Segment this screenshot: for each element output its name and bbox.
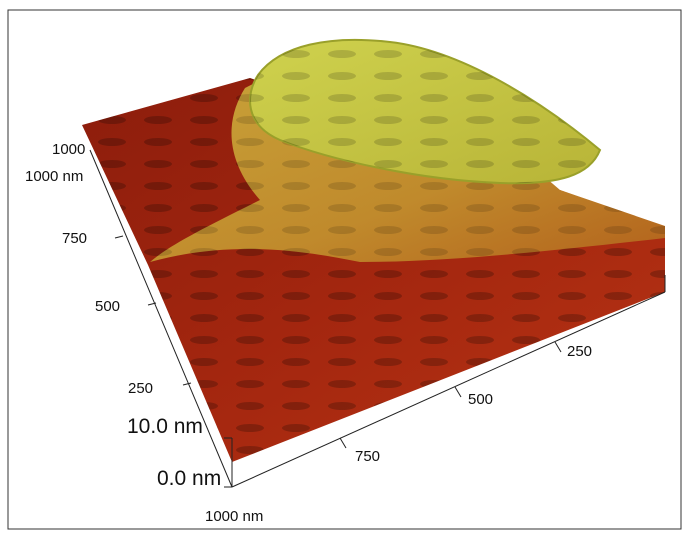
left-axis-label: 1000 bbox=[52, 141, 85, 158]
z-axis-label: 10.0 nm bbox=[127, 415, 203, 438]
left-axis-label: 250 bbox=[128, 380, 153, 397]
z-axis-label: 0.0 nm bbox=[157, 467, 221, 490]
left-axis-label: 500 bbox=[95, 298, 120, 315]
afm-image: 1000 1000 nm 750 500 250 10.0 nm 0.0 nm … bbox=[0, 0, 688, 535]
front-axis-label: 250 bbox=[567, 343, 592, 360]
left-axis-label: 750 bbox=[62, 230, 87, 247]
front-axis-label: 1000 nm bbox=[205, 508, 263, 525]
front-axis-label: 500 bbox=[468, 391, 493, 408]
left-axis-label: 1000 nm bbox=[25, 168, 83, 185]
front-axis-label: 750 bbox=[355, 448, 380, 465]
